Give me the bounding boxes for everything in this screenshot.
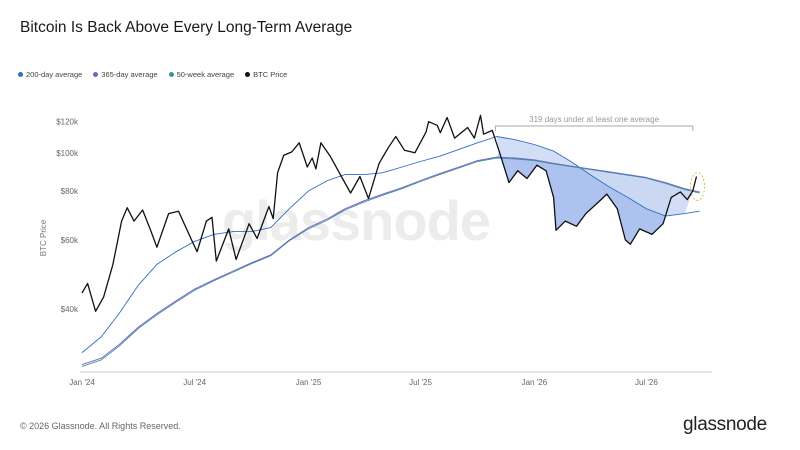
brand-logo-text: glassnode bbox=[683, 414, 767, 435]
series-line bbox=[81, 114, 698, 312]
legend-swatch bbox=[245, 72, 251, 77]
series-line bbox=[81, 157, 700, 367]
highlight-ellipse bbox=[690, 172, 706, 202]
annotation-bracket bbox=[494, 125, 694, 131]
breakout-highlight bbox=[690, 172, 706, 202]
series-line bbox=[81, 156, 700, 366]
under-average-fill bbox=[496, 136, 693, 245]
watermark: glassnode bbox=[222, 189, 491, 252]
y-tick-label: $80k bbox=[61, 187, 79, 196]
x-tick-label: Jul '26 bbox=[635, 378, 658, 387]
y-tick-label: $40k bbox=[61, 305, 79, 314]
y-tick-label: $120k bbox=[56, 118, 79, 127]
legend-item: 365-day average bbox=[93, 70, 158, 79]
x-tick-label: Jan '26 bbox=[522, 378, 548, 387]
legend-label: 200-day average bbox=[26, 70, 83, 79]
series-line bbox=[81, 136, 700, 353]
legend-swatch bbox=[93, 72, 99, 77]
legend-item: BTC Price bbox=[245, 70, 287, 79]
y-tick-label: $100k bbox=[56, 149, 79, 158]
y-tick-label: $60k bbox=[61, 236, 79, 245]
legend-label: BTC Price bbox=[253, 70, 288, 79]
x-tick-label: Jul '24 bbox=[183, 378, 206, 387]
legend-swatch bbox=[168, 72, 174, 77]
legend: 200-day average 365-day average 50-week av… bbox=[18, 70, 287, 79]
annotation: 319 days under at least one average bbox=[494, 115, 694, 131]
chart-title: Bitcoin Is Back Above Every Long-Term Av… bbox=[20, 19, 353, 36]
legend-label: 50-week average bbox=[176, 70, 235, 79]
legend-item: 50-week average bbox=[168, 70, 235, 79]
chart-svg: 319 days under at least one average $40k… bbox=[39, 114, 712, 387]
legend-label: 365-day average bbox=[101, 70, 158, 79]
series-lines bbox=[81, 114, 700, 367]
x-tick-label: Jan '25 bbox=[296, 378, 322, 387]
x-tick-label: Jan '24 bbox=[69, 378, 95, 387]
fill-under-365 bbox=[496, 151, 693, 245]
y-axis-label: BTC Price bbox=[39, 219, 48, 256]
legend-swatch bbox=[18, 72, 23, 77]
legend-item: 200-day average bbox=[18, 70, 82, 79]
y-axis: $40k $60k $80k $100k $120k BTC Price bbox=[39, 118, 79, 314]
fill-under-200 bbox=[496, 136, 693, 245]
copyright-text: © 2026 Glassnode. All Rights Reserved. bbox=[20, 421, 181, 431]
x-axis: Jan '24 Jul '24 Jan '25 Jul '25 Jan '26 Jul '… bbox=[69, 371, 712, 387]
x-tick-label: Jul '25 bbox=[409, 378, 432, 387]
annotation-label: 319 days under at least one average bbox=[529, 115, 659, 124]
